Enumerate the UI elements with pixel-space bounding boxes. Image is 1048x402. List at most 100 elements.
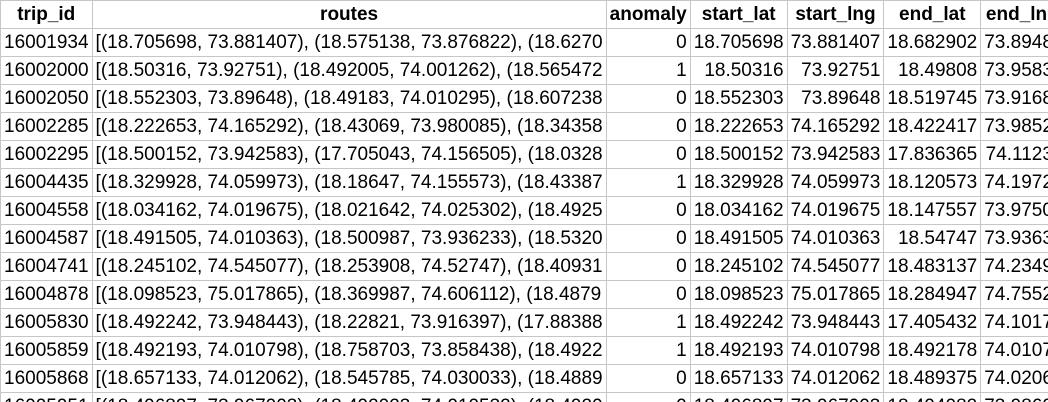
cell-routes[interactable]: [(18.245102, 74.545077), (18.253908, 74.… xyxy=(91,252,607,281)
column-header-end-lng[interactable]: end_lng xyxy=(980,0,1048,29)
cell-anomaly[interactable]: 1 xyxy=(605,56,691,85)
column-header-start-lng[interactable]: start_lng xyxy=(786,0,885,29)
cell-anomaly[interactable]: 0 xyxy=(605,84,691,113)
cell-start-lat[interactable]: 18.492193 xyxy=(689,336,788,365)
cell-start-lng[interactable]: 73.881407 xyxy=(786,28,885,57)
cell-start-lng[interactable]: 74.059973 xyxy=(786,168,885,197)
cell-end-lat[interactable]: 18.519745 xyxy=(883,84,982,113)
cell-end-lng[interactable]: 73.98697 xyxy=(980,392,1048,402)
cell-start-lat[interactable]: 18.552303 xyxy=(689,84,788,113)
cell-trip-id[interactable]: 16002000 xyxy=(0,56,93,85)
cell-start-lng[interactable]: 74.010798 xyxy=(786,336,885,365)
cell-anomaly[interactable]: 0 xyxy=(605,140,691,169)
cell-end-lat[interactable]: 18.492178 xyxy=(883,336,982,365)
column-header-start-lat[interactable]: start_lat xyxy=(689,0,788,29)
column-header-anomaly[interactable]: anomaly xyxy=(605,0,691,29)
cell-end-lat[interactable]: 18.494082 xyxy=(883,392,982,402)
cell-end-lng[interactable]: 73.95836 xyxy=(980,56,1048,85)
cell-routes[interactable]: [(18.492242, 73.948443), (18.22821, 73.9… xyxy=(91,308,607,337)
cell-anomaly[interactable]: 0 xyxy=(605,196,691,225)
cell-start-lat[interactable]: 18.491505 xyxy=(689,224,788,253)
cell-routes[interactable]: [(18.491505, 74.010363), (18.500987, 73.… xyxy=(91,224,607,253)
cell-trip-id[interactable]: 16005868 xyxy=(0,364,93,393)
cell-end-lng[interactable]: 74.10179 xyxy=(980,308,1048,337)
cell-trip-id[interactable]: 16001934 xyxy=(0,28,93,57)
cell-end-lng[interactable]: 74.11231 xyxy=(980,140,1048,169)
cell-anomaly[interactable]: 0 xyxy=(605,364,691,393)
cell-start-lat[interactable]: 18.222653 xyxy=(689,112,788,141)
cell-trip-id[interactable]: 16004878 xyxy=(0,280,93,309)
cell-end-lng[interactable]: 73.98525 xyxy=(980,112,1048,141)
column-header-routes[interactable]: routes xyxy=(91,0,607,29)
cell-routes[interactable]: [(18.034162, 74.019675), (18.021642, 74.… xyxy=(91,196,607,225)
cell-anomaly[interactable]: 1 xyxy=(605,308,691,337)
cell-anomaly[interactable]: 1 xyxy=(605,168,691,197)
cell-start-lat[interactable]: 18.329928 xyxy=(689,168,788,197)
cell-start-lng[interactable]: 74.019675 xyxy=(786,196,885,225)
cell-routes[interactable]: [(18.329928, 74.059973), (18.18647, 74.1… xyxy=(91,168,607,197)
cell-routes[interactable]: [(18.500152, 73.942583), (17.705043, 74.… xyxy=(91,140,607,169)
cell-end-lng[interactable]: 73.91688 xyxy=(980,84,1048,113)
cell-anomaly[interactable]: 0 xyxy=(605,112,691,141)
cell-trip-id[interactable]: 16004558 xyxy=(0,196,93,225)
cell-trip-id[interactable]: 16002285 xyxy=(0,112,93,141)
cell-end-lat[interactable]: 18.120573 xyxy=(883,168,982,197)
cell-trip-id[interactable]: 16004435 xyxy=(0,168,93,197)
cell-end-lng[interactable]: 74.01078 xyxy=(980,336,1048,365)
cell-start-lng[interactable]: 73.948443 xyxy=(786,308,885,337)
cell-end-lat[interactable]: 18.422417 xyxy=(883,112,982,141)
cell-anomaly[interactable]: 0 xyxy=(605,28,691,57)
cell-end-lat[interactable]: 18.489375 xyxy=(883,364,982,393)
cell-routes[interactable]: [(18.492193, 74.010798), (18.758703, 73.… xyxy=(91,336,607,365)
cell-end-lat[interactable]: 18.682902 xyxy=(883,28,982,57)
cell-start-lng[interactable]: 73.967003 xyxy=(786,392,885,402)
cell-start-lat[interactable]: 18.657133 xyxy=(689,364,788,393)
column-header-trip-id[interactable]: trip_id xyxy=(0,0,93,29)
cell-start-lng[interactable]: 74.010363 xyxy=(786,224,885,253)
cell-trip-id[interactable]: 16002295 xyxy=(0,140,93,169)
cell-end-lng[interactable]: 74.02062 xyxy=(980,364,1048,393)
cell-end-lng[interactable]: 73.97506 xyxy=(980,196,1048,225)
cell-start-lng[interactable]: 74.545077 xyxy=(786,252,885,281)
cell-start-lat[interactable]: 18.496897 xyxy=(689,392,788,402)
cell-end-lng[interactable]: 73.93632 xyxy=(980,224,1048,253)
cell-start-lat[interactable]: 18.034162 xyxy=(689,196,788,225)
cell-trip-id[interactable]: 16004741 xyxy=(0,252,93,281)
cell-start-lng[interactable]: 73.92751 xyxy=(786,56,885,85)
cell-trip-id[interactable]: 16005951 xyxy=(0,392,93,402)
cell-start-lng[interactable]: 73.89648 xyxy=(786,84,885,113)
cell-anomaly[interactable]: 1 xyxy=(605,336,691,365)
cell-end-lng[interactable]: 74.23493 xyxy=(980,252,1048,281)
cell-start-lat[interactable]: 18.492242 xyxy=(689,308,788,337)
cell-anomaly[interactable]: 0 xyxy=(605,280,691,309)
cell-start-lat[interactable]: 18.500152 xyxy=(689,140,788,169)
cell-start-lat[interactable]: 18.50316 xyxy=(689,56,788,85)
cell-anomaly[interactable]: 0 xyxy=(605,224,691,253)
cell-end-lat[interactable]: 18.147557 xyxy=(883,196,982,225)
cell-routes[interactable]: [(18.705698, 73.881407), (18.575138, 73.… xyxy=(91,28,607,57)
cell-start-lat[interactable]: 18.098523 xyxy=(689,280,788,309)
cell-start-lng[interactable]: 73.942583 xyxy=(786,140,885,169)
cell-end-lat[interactable]: 18.483137 xyxy=(883,252,982,281)
cell-routes[interactable]: [(18.098523, 75.017865), (18.369987, 74.… xyxy=(91,280,607,309)
cell-trip-id[interactable]: 16004587 xyxy=(0,224,93,253)
column-header-end-lat[interactable]: end_lat xyxy=(883,0,982,29)
cell-start-lng[interactable]: 74.012062 xyxy=(786,364,885,393)
cell-anomaly[interactable]: 0 xyxy=(605,392,691,402)
cell-routes[interactable]: [(18.50316, 73.92751), (18.492005, 74.00… xyxy=(91,56,607,85)
cell-routes[interactable]: [(18.552303, 73.89648), (18.49183, 74.01… xyxy=(91,84,607,113)
cell-trip-id[interactable]: 16002050 xyxy=(0,84,93,113)
cell-end-lng[interactable]: 74.19721 xyxy=(980,168,1048,197)
cell-end-lat[interactable]: 18.49808 xyxy=(883,56,982,85)
cell-end-lng[interactable]: 73.89483 xyxy=(980,28,1048,57)
cell-start-lat[interactable]: 18.705698 xyxy=(689,28,788,57)
cell-end-lat[interactable]: 18.54747 xyxy=(883,224,982,253)
cell-trip-id[interactable]: 16005830 xyxy=(0,308,93,337)
cell-start-lng[interactable]: 75.017865 xyxy=(786,280,885,309)
cell-end-lat[interactable]: 17.836365 xyxy=(883,140,982,169)
cell-routes[interactable]: [(18.657133, 74.012062), (18.545785, 74.… xyxy=(91,364,607,393)
cell-end-lat[interactable]: 17.405432 xyxy=(883,308,982,337)
cell-routes[interactable]: [(18.496897, 73.967003), (18.492023, 74.… xyxy=(91,392,607,402)
cell-end-lng[interactable]: 74.75525 xyxy=(980,280,1048,309)
cell-anomaly[interactable]: 0 xyxy=(605,252,691,281)
